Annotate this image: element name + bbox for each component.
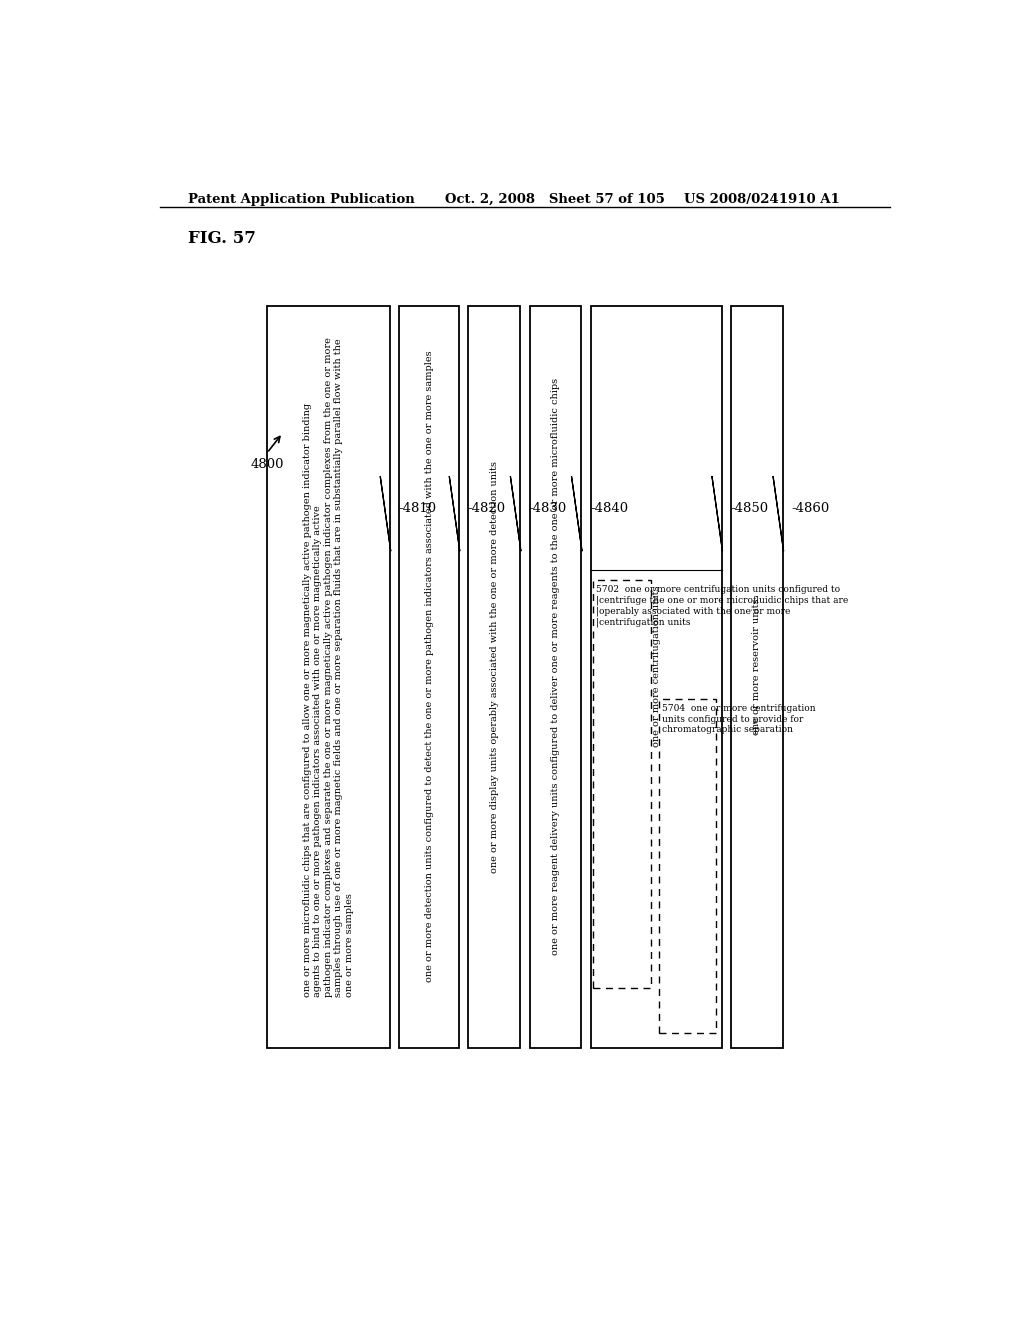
Text: 5704  one or more centrifugation
units configured to provide for
chromatographic: 5704 one or more centrifugation units co…	[662, 704, 815, 734]
Text: 5702  one or more centrifugation units configured to
|centrifuge the one or more: 5702 one or more centrifugation units co…	[596, 585, 849, 627]
Bar	[731, 306, 782, 1048]
Text: -4820: -4820	[468, 502, 506, 515]
Text: -4860: -4860	[792, 502, 829, 515]
Bar	[591, 306, 722, 1048]
Text: FIG. 57: FIG. 57	[187, 230, 255, 247]
Bar	[468, 306, 520, 1048]
Text: US 2008/0241910 A1: US 2008/0241910 A1	[684, 193, 840, 206]
Text: one or more microfluidic chips that are configured to allow one or more magnetic: one or more microfluidic chips that are …	[303, 337, 353, 997]
Text: one or more display units operably associated with the one or more detection uni: one or more display units operably assoc…	[489, 461, 499, 873]
Text: -4850: -4850	[730, 502, 768, 515]
Bar	[529, 306, 582, 1048]
Bar	[658, 700, 717, 1034]
Text: one or more reagent delivery units configured to deliver one or more reagents to: one or more reagent delivery units confi…	[551, 378, 560, 956]
Text: -4830: -4830	[528, 502, 567, 515]
Text: one or more detection units configured to detect the one or more pathogen indica: one or more detection units configured t…	[425, 351, 434, 982]
Bar	[593, 581, 651, 989]
Text: 4800: 4800	[251, 458, 285, 471]
Text: -4840: -4840	[590, 502, 628, 515]
Bar	[399, 306, 459, 1048]
Text: one or more centrifugation units: one or more centrifugation units	[651, 586, 660, 747]
Text: -4810: -4810	[398, 502, 437, 515]
Bar	[267, 306, 390, 1048]
Text: Patent Application Publication: Patent Application Publication	[187, 193, 415, 206]
Text: Oct. 2, 2008   Sheet 57 of 105: Oct. 2, 2008 Sheet 57 of 105	[445, 193, 666, 206]
Text: one or more reservoir units: one or more reservoir units	[753, 598, 762, 735]
